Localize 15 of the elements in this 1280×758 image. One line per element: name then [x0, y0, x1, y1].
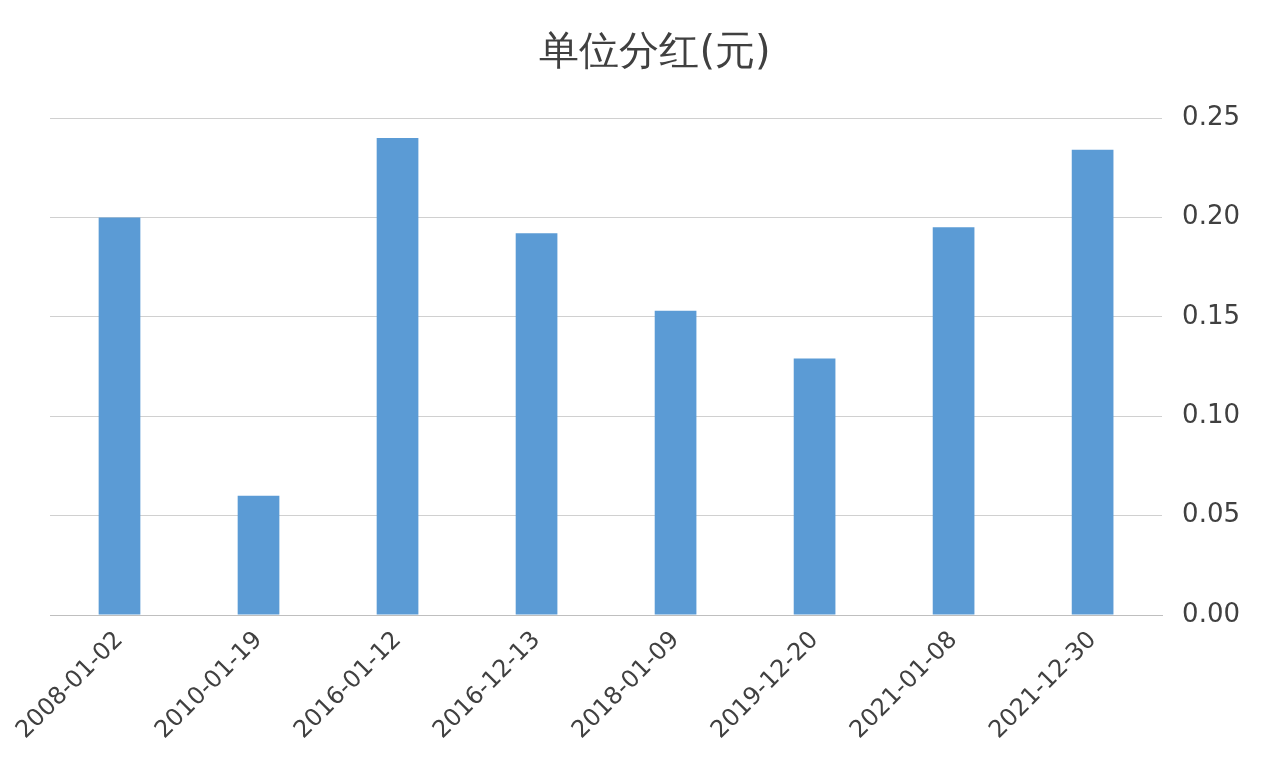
bar — [98, 217, 141, 615]
bar — [515, 233, 558, 615]
bar — [932, 227, 975, 615]
bar — [793, 358, 836, 615]
bar — [654, 310, 697, 615]
y-tick-label: 0.25 — [1182, 100, 1240, 131]
y-tick-label: 0.00 — [1182, 597, 1240, 628]
bar — [376, 137, 419, 615]
bar — [1071, 149, 1114, 615]
y-tick-label: 0.05 — [1182, 498, 1240, 529]
bar — [237, 495, 280, 615]
y-tick-label: 0.10 — [1182, 398, 1240, 429]
y-tick-label: 0.20 — [1182, 200, 1240, 231]
chart-title: 单位分红(元) — [539, 27, 771, 74]
y-tick-label: 0.15 — [1182, 299, 1240, 330]
